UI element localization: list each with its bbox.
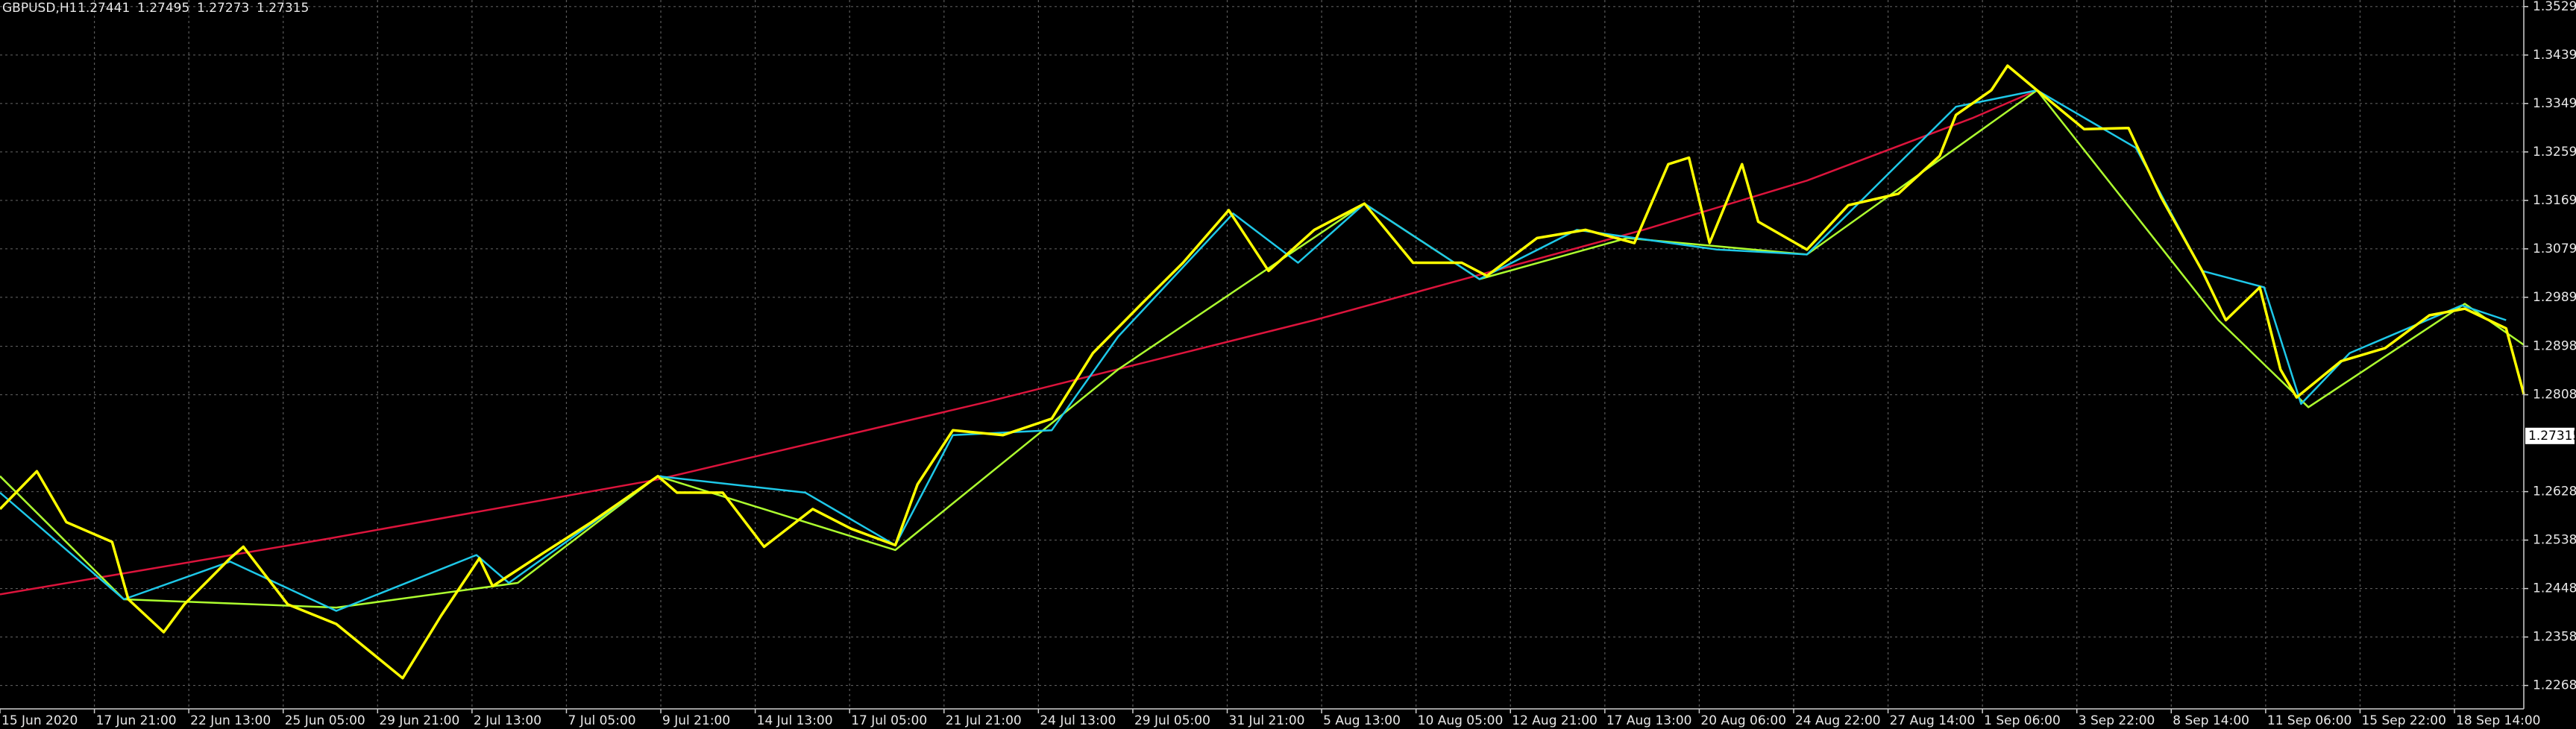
x-tick-label: 14 Jul 13:00	[757, 713, 833, 728]
y-tick-label: 1.35290	[2533, 0, 2576, 14]
x-tick-label: 29 Jul 05:00	[1134, 713, 1210, 728]
x-tick-label: 31 Jul 21:00	[1229, 713, 1305, 728]
y-tick-label: 1.28980	[2533, 339, 2576, 354]
x-tick-label: 9 Jul 21:00	[662, 713, 730, 728]
y-tick-label: 1.34390	[2533, 48, 2576, 63]
x-tick-label: 21 Jul 21:00	[946, 713, 1022, 728]
price-line	[0, 89, 2038, 596]
x-tick-label: 15 Jun 2020	[1, 713, 78, 728]
x-tick-label: 5 Aug 13:00	[1323, 713, 1401, 728]
last-price-label: 1.27315	[2528, 429, 2576, 444]
x-tick-label: 20 Aug 06:00	[1700, 713, 1786, 728]
last-price-box	[2525, 427, 2575, 444]
y-tick-label: 1.22680	[2533, 678, 2576, 693]
y-tick-label: 1.29890	[2533, 290, 2576, 305]
x-tick-label: 24 Aug 22:00	[1795, 713, 1881, 728]
x-tick-label: 22 Jun 13:00	[190, 713, 271, 728]
y-tick-label: 1.23580	[2533, 630, 2576, 645]
header: GBPUSD,H1 1.27441 1.27495 1.27273 1.2731…	[2, 1, 309, 16]
x-tick-label: 2 Jul 13:00	[474, 713, 541, 728]
grid	[0, 0, 2524, 709]
high: 1.27495	[137, 1, 189, 16]
x-tick-label: 17 Jul 05:00	[851, 713, 927, 728]
x-tick-label: 12 Aug 21:00	[1512, 713, 1598, 728]
x-tick-label: 29 Jun 21:00	[379, 713, 459, 728]
x-tick-label: 7 Jul 05:00	[568, 713, 635, 728]
y-tick-label: 1.28080	[2533, 388, 2576, 403]
x-tick-label: 15 Sep 22:00	[2361, 713, 2445, 728]
x-tick-label: 11 Sep 06:00	[2267, 713, 2352, 728]
price-line	[0, 89, 2507, 612]
lines	[0, 64, 2525, 680]
x-tick-label: 8 Sep 14:00	[2173, 713, 2249, 728]
x-tick-label: 17 Jun 21:00	[96, 713, 177, 728]
low: 1.27273	[197, 1, 249, 16]
price-line	[0, 64, 2525, 680]
x-tick-label: 18 Sep 14:00	[2456, 713, 2540, 728]
open: 1.27441	[78, 1, 130, 16]
x-tick-label: 27 Aug 14:00	[1890, 713, 1976, 728]
x-tick-label: 25 Jun 05:00	[285, 713, 365, 728]
y-tick-label: 1.30790	[2533, 242, 2576, 256]
y-tick-label: 1.26280	[2533, 485, 2576, 499]
y-tick-label: 1.33490	[2533, 96, 2576, 111]
y-tick-label: 1.25380	[2533, 533, 2576, 548]
y-tick-label: 1.24480	[2533, 581, 2576, 596]
close: 1.27315	[257, 1, 309, 16]
y-tick-label: 1.32590	[2533, 145, 2576, 160]
x-tick-label: 3 Sep 22:00	[2079, 713, 2155, 728]
x-tick-label: 10 Aug 05:00	[1418, 713, 1504, 728]
x-tick-label: 17 Aug 13:00	[1606, 713, 1692, 728]
x-tick-label: 24 Jul 13:00	[1040, 713, 1116, 728]
x-tick-label: 1 Sep 06:00	[1984, 713, 2061, 728]
symbol: GBPUSD,H1	[2, 1, 77, 16]
y-tick-label: 1.31690	[2533, 193, 2576, 208]
